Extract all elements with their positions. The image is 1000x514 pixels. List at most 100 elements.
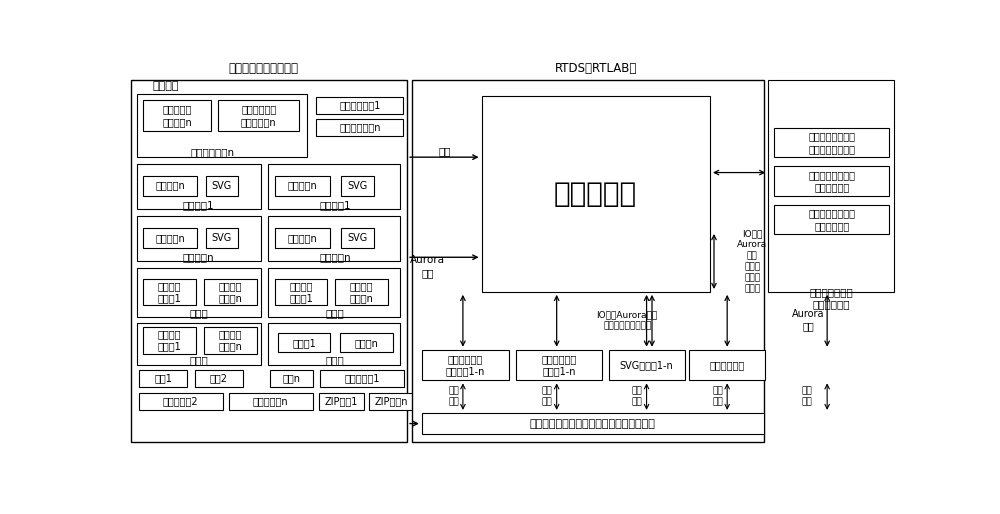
Text: 专用
协议: 专用 协议 (712, 387, 723, 407)
Text: 协议转换装置: 协议转换装置 (710, 360, 745, 370)
Text: 运行: 运行 (438, 146, 451, 156)
Bar (335, 279, 388, 305)
Bar (319, 393, 364, 410)
Bar (137, 323, 261, 365)
Text: 线路n: 线路n (282, 373, 300, 383)
Bar (412, 80, 764, 442)
Text: 机组及控
制系统n: 机组及控 制系统n (218, 281, 242, 303)
Bar (137, 94, 307, 157)
Bar (139, 393, 223, 410)
Bar (340, 334, 393, 352)
Text: 电网模型: 电网模型 (152, 81, 179, 90)
Bar (143, 327, 196, 354)
Bar (206, 228, 238, 248)
Bar (689, 350, 765, 380)
Bar (143, 279, 196, 305)
Bar (341, 176, 374, 196)
Text: 感应电动机2: 感应电动机2 (163, 396, 199, 406)
Bar (143, 100, 211, 131)
Text: SVG: SVG (347, 180, 368, 191)
Bar (316, 119, 403, 136)
Text: 风机或者光伏
控制器1-n: 风机或者光伏 控制器1-n (541, 354, 577, 376)
Text: 核电站: 核电站 (189, 356, 208, 365)
Text: SVG: SVG (347, 233, 368, 243)
Text: 机组及控
制系统1: 机组及控 制系统1 (289, 281, 313, 303)
Bar (275, 228, 330, 248)
Bar (204, 279, 257, 305)
Text: 机组及控
制系统n: 机组及控 制系统n (349, 281, 373, 303)
Bar (275, 279, 327, 305)
Text: 抽水蓄能电站n: 抽水蓄能电站n (191, 147, 235, 157)
Text: 光伏场站1: 光伏场站1 (319, 200, 351, 210)
Bar (131, 80, 407, 442)
Text: 专用
协议: 专用 协议 (632, 387, 643, 407)
Text: ZIP负荷n: ZIP负荷n (375, 396, 408, 406)
Bar (143, 228, 197, 248)
Text: 实时仿真模型（软件）: 实时仿真模型（软件） (228, 62, 298, 75)
Text: 机组及控
制系统1: 机组及控 制系统1 (157, 281, 181, 303)
Bar (268, 164, 400, 209)
Text: 感应电动机n: 感应电动机n (253, 396, 289, 406)
Bar (482, 96, 710, 292)
Text: 可变速抽水
蓄能系统n: 可变速抽水 蓄能系统n (162, 104, 192, 127)
Text: Aurora
协议: Aurora 协议 (792, 309, 825, 332)
Bar (218, 100, 299, 131)
Text: 机组及控
制系统1: 机组及控 制系统1 (157, 329, 181, 352)
Text: 水电站: 水电站 (326, 308, 344, 318)
Text: 变压器n: 变压器n (355, 338, 379, 348)
Text: 水电站: 水电站 (189, 308, 208, 318)
Text: 风机机组n: 风机机组n (155, 180, 185, 191)
Bar (369, 393, 414, 410)
Text: IO卡或
Aurora
协议
（模拟
量和数
字量）: IO卡或 Aurora 协议 （模拟 量和数 字量） (737, 229, 767, 293)
Bar (137, 164, 261, 209)
Bar (268, 216, 400, 261)
Bar (204, 327, 257, 354)
Text: 可变速抽水蓄能
机组控制系统: 可变速抽水蓄能 机组控制系统 (809, 287, 853, 309)
Text: 机组及控
制系统n: 机组及控 制系统n (218, 329, 242, 352)
Bar (268, 268, 400, 317)
Text: IO卡或Aurora协议
（模拟量和数字量）: IO卡或Aurora协议 （模拟量和数字量） (597, 310, 658, 331)
Bar (229, 393, 313, 410)
Text: 风电场站1: 风电场站1 (183, 200, 214, 210)
Bar (278, 334, 330, 352)
Text: Aurora
协议: Aurora 协议 (410, 255, 445, 278)
Bar (206, 176, 238, 196)
Bar (422, 413, 764, 434)
Bar (422, 350, 509, 380)
Text: 实时仿真器: 实时仿真器 (554, 180, 637, 208)
Bar (774, 167, 889, 196)
Text: 直流输电系统1: 直流输电系统1 (339, 101, 381, 111)
Bar (609, 350, 685, 380)
Text: 专用
协议: 专用 协议 (802, 387, 812, 407)
Text: SVG: SVG (212, 180, 232, 191)
Text: 定速抽水蓄能
系统及控制n: 定速抽水蓄能 系统及控制n (241, 104, 276, 127)
Text: 风机机组n: 风机机组n (155, 233, 185, 243)
Bar (195, 370, 243, 387)
Bar (774, 128, 889, 157)
Text: 线路2: 线路2 (210, 373, 228, 383)
Bar (270, 370, 313, 387)
Bar (516, 350, 602, 380)
Text: 变压器1: 变压器1 (292, 338, 316, 348)
Bar (143, 176, 197, 196)
Text: 光伏机组n: 光伏机组n (288, 180, 317, 191)
Bar (139, 370, 187, 387)
Text: 可变速抽水蓄能机
组调速控制器: 可变速抽水蓄能机 组调速控制器 (808, 170, 855, 192)
Text: 专用
协议: 专用 协议 (542, 387, 553, 407)
Text: 光伏机组n: 光伏机组n (288, 233, 317, 243)
Text: 风电场站n: 风电场站n (183, 252, 214, 262)
Text: SVG: SVG (212, 233, 232, 243)
Text: 光伏场站n: 光伏场站n (319, 252, 351, 262)
Bar (316, 97, 403, 114)
Bar (275, 176, 330, 196)
Text: 感应电动机1: 感应电动机1 (344, 373, 380, 383)
Text: ZIP负荷1: ZIP负荷1 (325, 396, 358, 406)
Text: 线路1: 线路1 (154, 373, 172, 383)
Bar (774, 205, 889, 234)
Text: 直流工程控制
保护系统1-n: 直流工程控制 保护系统1-n (446, 354, 485, 376)
Text: 专用
协议: 专用 协议 (448, 387, 459, 407)
Text: 有功和无功系统级协调调度自动化控制系统: 有功和无功系统级协调调度自动化控制系统 (530, 418, 656, 429)
Bar (137, 216, 261, 261)
Text: 变电站: 变电站 (326, 356, 344, 365)
Text: 可变速抽水蓄能机
组交流励磁控制器: 可变速抽水蓄能机 组交流励磁控制器 (808, 132, 855, 154)
